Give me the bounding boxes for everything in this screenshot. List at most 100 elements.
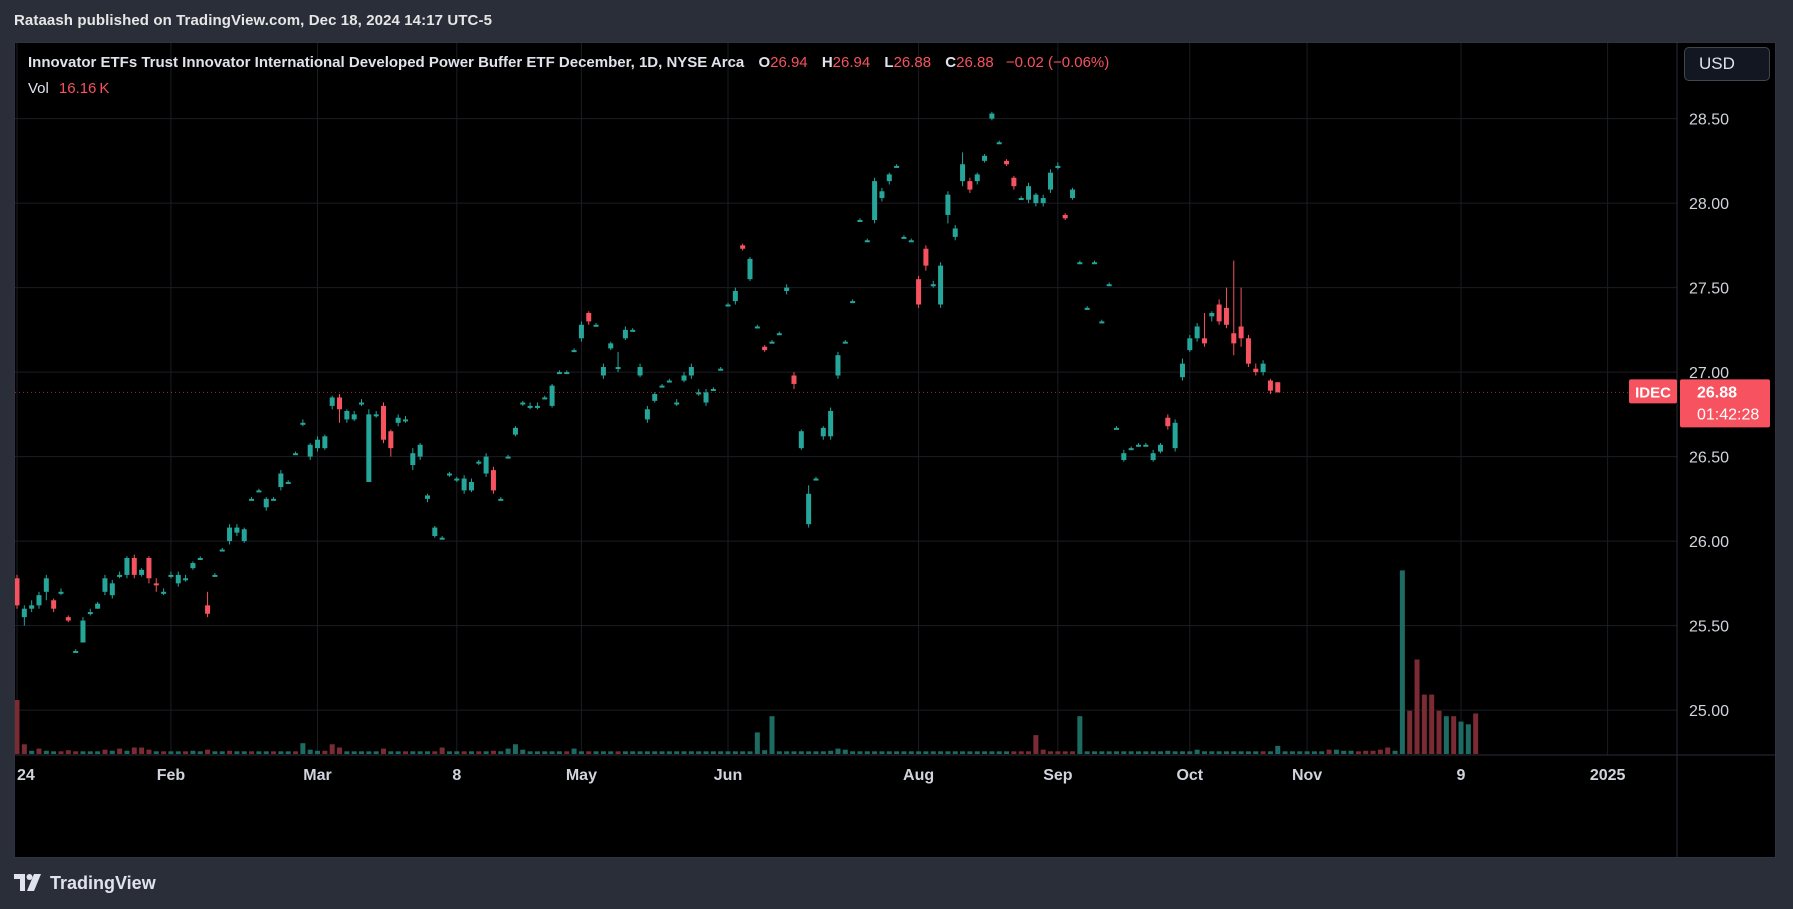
volume-bar xyxy=(1033,735,1039,754)
volume-bar xyxy=(1297,751,1303,754)
volume-bar xyxy=(857,751,863,754)
volume-bar xyxy=(1179,751,1185,754)
candle-body xyxy=(227,527,233,542)
volume-bar xyxy=(417,751,423,754)
volume-bar xyxy=(710,751,716,754)
volume-bar xyxy=(520,749,526,754)
candle-body xyxy=(864,240,870,243)
volume-bar xyxy=(1121,751,1127,754)
volume-bar xyxy=(476,751,482,754)
volume-bar xyxy=(1223,751,1229,754)
candle-body xyxy=(483,456,489,474)
volume-bar xyxy=(556,751,562,754)
volume-bar xyxy=(1135,751,1141,754)
volume-bar xyxy=(1128,751,1134,754)
volume-bar xyxy=(388,751,394,754)
volume-bar xyxy=(271,751,277,754)
price-tick-label: 25.50 xyxy=(1689,619,1729,636)
time-tick-label: Sep xyxy=(1043,767,1073,784)
symbol-tag-label: IDEC xyxy=(1635,384,1671,401)
volume-bar xyxy=(740,751,746,754)
candle-body xyxy=(703,392,709,403)
volume-bar xyxy=(117,748,123,754)
candle-body xyxy=(402,419,408,422)
candle-body xyxy=(1245,338,1251,364)
volume-bar xyxy=(1311,751,1317,754)
candle-body xyxy=(1106,284,1112,287)
candle-body xyxy=(930,284,936,287)
candle-body xyxy=(1253,368,1259,373)
candle-body xyxy=(307,444,313,457)
volume-bar xyxy=(80,751,86,754)
candle-body xyxy=(916,279,922,305)
candle-body xyxy=(146,558,152,579)
candle-body xyxy=(520,402,526,405)
candle-body xyxy=(205,605,211,614)
volume-bar xyxy=(95,751,101,754)
volume-bar xyxy=(424,751,430,754)
candle-body xyxy=(161,591,167,594)
volume-bar xyxy=(1106,751,1112,754)
volume-bar xyxy=(996,751,1002,754)
volume-bar xyxy=(212,751,218,754)
candle-body xyxy=(1172,422,1178,449)
volume-bar xyxy=(219,751,225,754)
candle-body xyxy=(615,367,621,370)
chart-panel[interactable]: 28.50 28.00 27.50 27.00 26.50 26.00 25.50 25.00… xyxy=(14,42,1776,858)
volume-bar xyxy=(908,751,914,754)
candle-body xyxy=(432,527,438,537)
volume-bar xyxy=(1114,751,1119,754)
time-tick-label: Nov xyxy=(1292,767,1322,784)
price-tag xyxy=(1680,379,1770,428)
volume-bar xyxy=(1348,750,1354,754)
last-price-marker: IDEC 26.88 01:42:28 xyxy=(15,379,1770,428)
volume-bar xyxy=(1399,570,1405,754)
candle-body xyxy=(908,240,914,243)
volume-bar xyxy=(337,747,343,754)
volume-bar xyxy=(1289,751,1295,754)
candle-body xyxy=(1260,363,1266,373)
volume-bar xyxy=(1436,710,1442,754)
volume-bar xyxy=(1040,749,1046,754)
volume-bar xyxy=(1062,751,1068,754)
candle-body xyxy=(578,324,584,339)
candle-body xyxy=(322,436,328,449)
currency-button[interactable]: USD xyxy=(1684,47,1770,81)
candle-body xyxy=(1187,338,1193,351)
volume-bar xyxy=(344,751,350,754)
candle-body xyxy=(791,375,797,384)
candle-body xyxy=(527,405,533,408)
volume-bar xyxy=(446,751,452,754)
price-tick-label: 28.50 xyxy=(1689,112,1729,129)
high-label: H xyxy=(821,54,833,71)
candlestick-chart[interactable]: 28.50 28.00 27.50 27.00 26.50 26.00 25.50 25.00… xyxy=(15,43,1775,857)
volume-series xyxy=(15,570,1479,754)
volume-bar xyxy=(234,751,240,754)
volume-bar xyxy=(366,751,372,754)
volume-bar xyxy=(630,751,636,754)
candle-body xyxy=(424,495,430,499)
candle-body xyxy=(586,312,592,322)
candle-body xyxy=(234,527,240,533)
open-value: 26.94 xyxy=(770,54,808,71)
low-label: L xyxy=(884,54,894,71)
volume-bar xyxy=(967,751,973,754)
candle-body xyxy=(989,113,995,119)
volume-bar xyxy=(15,700,20,754)
candle-body xyxy=(117,574,123,577)
volume-bar xyxy=(410,751,416,754)
candle-body xyxy=(1026,186,1032,200)
countdown-value: 01:42:28 xyxy=(1697,406,1759,423)
volume-bar xyxy=(241,751,247,754)
candle-body xyxy=(1055,165,1061,168)
candle-body xyxy=(256,490,262,493)
candle-body xyxy=(278,473,284,488)
candle-body xyxy=(754,326,760,329)
price-tick-label: 26.00 xyxy=(1689,534,1729,551)
volume-bar xyxy=(1055,751,1061,754)
candle-body xyxy=(784,287,790,291)
volume-bar xyxy=(696,751,702,754)
candle-body xyxy=(556,372,562,375)
volume-bar xyxy=(1326,749,1332,754)
close-label: C xyxy=(945,54,957,71)
